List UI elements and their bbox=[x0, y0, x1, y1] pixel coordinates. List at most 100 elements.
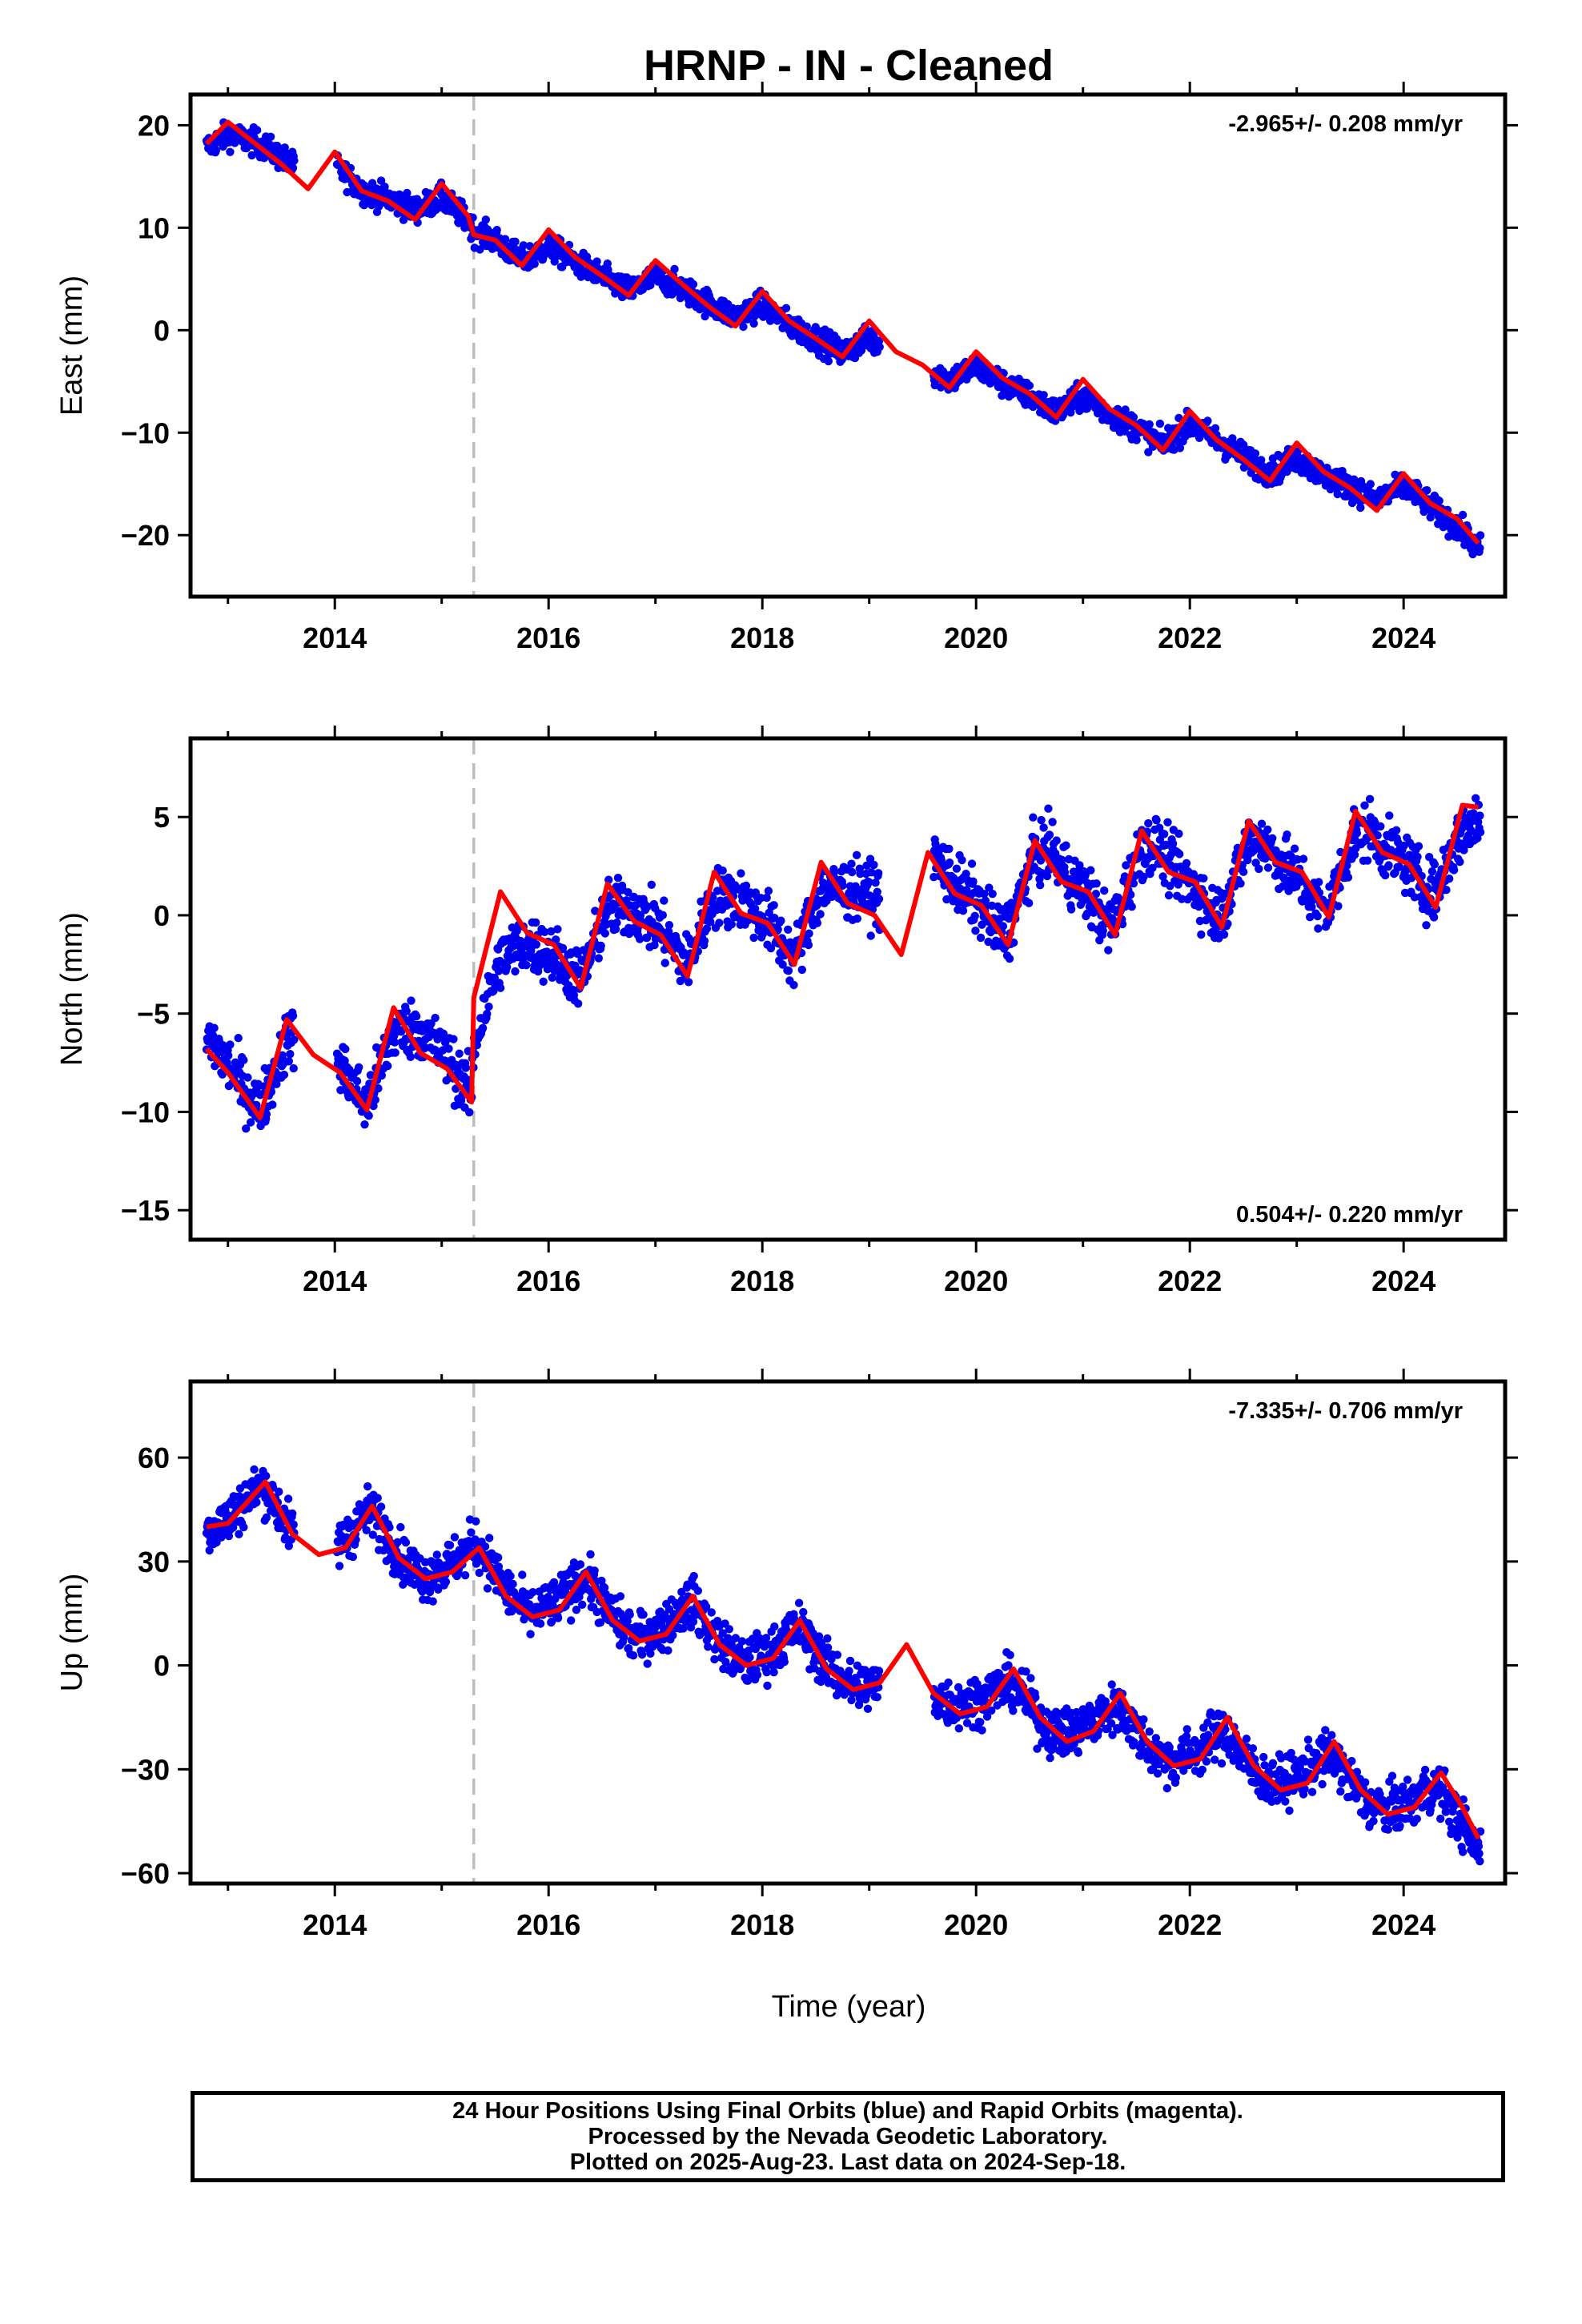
data-point bbox=[1197, 930, 1206, 939]
data-point bbox=[971, 927, 980, 935]
data-point bbox=[543, 965, 552, 974]
data-point bbox=[485, 1534, 494, 1542]
plot-area bbox=[202, 1381, 1485, 1884]
data-point bbox=[373, 1494, 382, 1502]
data-point bbox=[1163, 818, 1172, 826]
data-point bbox=[1333, 489, 1342, 499]
y-axis-label: North (mm) bbox=[55, 912, 89, 1066]
data-point bbox=[661, 959, 669, 967]
data-point bbox=[980, 890, 989, 899]
data-point bbox=[223, 1058, 231, 1068]
data-point bbox=[811, 323, 820, 332]
data-point bbox=[1144, 818, 1153, 828]
data-point bbox=[484, 1002, 493, 1011]
data-point bbox=[1182, 858, 1191, 868]
data-point bbox=[1025, 381, 1034, 390]
data-point bbox=[284, 1057, 293, 1066]
data-point bbox=[875, 343, 884, 352]
data-point bbox=[1144, 448, 1153, 456]
data-point bbox=[1384, 861, 1393, 870]
data-point bbox=[1177, 895, 1186, 903]
data-point bbox=[985, 883, 994, 892]
data-point bbox=[1036, 881, 1045, 890]
data-point bbox=[945, 858, 954, 867]
data-point bbox=[1391, 826, 1401, 835]
data-point bbox=[1449, 866, 1459, 875]
data-point bbox=[784, 925, 793, 935]
data-point bbox=[475, 1568, 484, 1578]
data-point bbox=[467, 1528, 476, 1537]
data-point bbox=[830, 867, 839, 876]
data-point bbox=[242, 1124, 251, 1133]
data-point bbox=[377, 1071, 386, 1080]
data-point bbox=[567, 1616, 576, 1625]
data-point bbox=[1263, 825, 1272, 834]
data-point bbox=[871, 879, 880, 887]
data-point bbox=[376, 176, 386, 185]
data-point bbox=[586, 1550, 595, 1559]
data-point bbox=[465, 1108, 474, 1117]
data-point bbox=[624, 888, 632, 897]
data-point bbox=[931, 839, 940, 849]
data-point bbox=[603, 259, 612, 268]
data-point bbox=[1066, 905, 1076, 914]
data-point bbox=[611, 925, 620, 934]
data-point bbox=[1427, 867, 1437, 876]
model-fit-line bbox=[204, 802, 1480, 1120]
data-point bbox=[769, 901, 778, 910]
data-point bbox=[1168, 839, 1178, 848]
data-point bbox=[753, 1671, 762, 1679]
data-point bbox=[362, 1526, 371, 1535]
data-point bbox=[874, 336, 884, 345]
data-point bbox=[1299, 854, 1308, 863]
data-point bbox=[1120, 872, 1130, 881]
data-point bbox=[289, 1063, 298, 1073]
data-point bbox=[472, 1517, 480, 1526]
data-point bbox=[969, 877, 978, 886]
data-point bbox=[1423, 486, 1431, 495]
data-point bbox=[496, 983, 505, 992]
data-point bbox=[874, 869, 883, 878]
data-point bbox=[444, 1044, 453, 1053]
data-point bbox=[1126, 891, 1135, 899]
data-point bbox=[393, 1538, 402, 1547]
data-point bbox=[594, 954, 603, 963]
plot-area bbox=[202, 94, 1485, 597]
data-point bbox=[275, 1487, 283, 1496]
data-point bbox=[727, 920, 736, 929]
data-point bbox=[958, 907, 968, 915]
data-point bbox=[1203, 416, 1212, 425]
data-point bbox=[764, 887, 773, 895]
data-point bbox=[1350, 850, 1359, 859]
data-point bbox=[1086, 866, 1095, 875]
data-point bbox=[247, 151, 256, 160]
data-point bbox=[1343, 873, 1353, 882]
data-point bbox=[591, 907, 600, 915]
data-point bbox=[852, 850, 861, 860]
data-point bbox=[391, 1048, 400, 1057]
data-point bbox=[1314, 924, 1323, 933]
data-point bbox=[643, 902, 652, 911]
data-point bbox=[976, 933, 986, 943]
data-point bbox=[647, 880, 656, 890]
data-point bbox=[988, 890, 997, 899]
data-point bbox=[530, 259, 539, 268]
data-points bbox=[202, 118, 1485, 559]
data-point bbox=[1435, 497, 1443, 505]
data-point bbox=[1429, 913, 1439, 922]
data-point bbox=[1347, 498, 1357, 508]
data-point bbox=[1211, 424, 1220, 432]
data-point bbox=[1334, 902, 1343, 911]
data-point bbox=[1413, 852, 1422, 862]
data-point bbox=[1132, 436, 1141, 444]
data-point bbox=[777, 916, 785, 925]
data-point bbox=[856, 869, 865, 879]
data-point bbox=[1255, 864, 1263, 874]
data-point bbox=[340, 1056, 349, 1065]
data-point bbox=[984, 937, 993, 947]
data-point bbox=[536, 1619, 545, 1628]
data-point bbox=[613, 874, 623, 883]
